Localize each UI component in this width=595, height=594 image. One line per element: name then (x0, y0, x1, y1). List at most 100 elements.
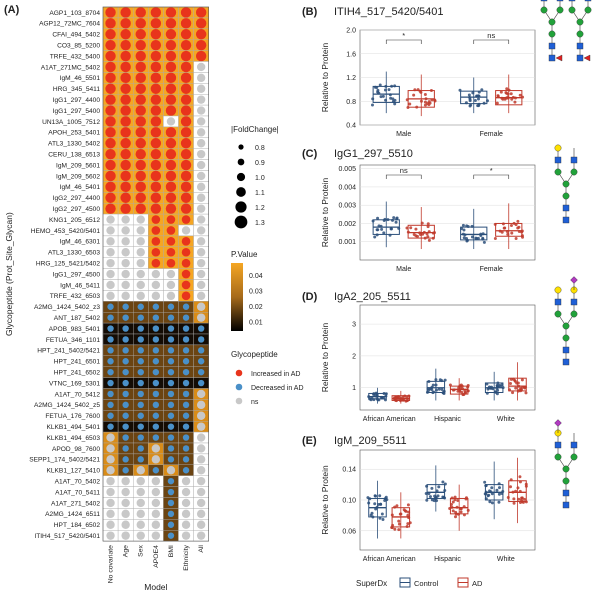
row-label: A1AT_70_5402 (55, 479, 101, 486)
mannose-circle (554, 453, 562, 461)
heatmap-point (150, 61, 162, 73)
heatmap-point (196, 226, 206, 235)
data-point (393, 527, 397, 531)
legend-size-label: 1.2 (255, 205, 265, 212)
heatmap-point (151, 291, 161, 301)
row-label: CFAI_494_5402 (52, 32, 100, 39)
data-point (434, 383, 438, 387)
heatmap-point (167, 532, 175, 539)
data-point (509, 223, 513, 227)
heatmap-point (150, 159, 162, 171)
heatmap-point (122, 336, 129, 343)
data-point (506, 92, 510, 96)
data-point (470, 235, 474, 239)
heatmap-point (107, 303, 114, 310)
heatmap-point (165, 39, 177, 51)
heatmap-point (167, 336, 175, 343)
x-tick-label: Hispanic (434, 416, 461, 423)
column-label: Ethnicity (183, 544, 190, 570)
heatmap-point (196, 73, 206, 83)
row-label: IgM_209_5602 (56, 173, 100, 180)
heatmap-point (106, 498, 115, 508)
mannose-circle (584, 6, 592, 14)
heatmap-point (107, 314, 114, 321)
row-label: HPT_241_6501 (54, 359, 101, 366)
heatmap-point (136, 226, 145, 235)
data-point (378, 516, 382, 520)
data-point (419, 90, 423, 94)
data-point (496, 94, 500, 98)
y-tick-label: 1.2 (346, 75, 356, 82)
heatmap-point (122, 347, 129, 354)
y-axis-title: Glycopeptide (Prot_Site_Glycan) (4, 212, 14, 336)
row-label: AGP12_72MC_7604 (39, 21, 100, 28)
heatmap-point (196, 95, 206, 104)
heatmap-point (182, 303, 190, 310)
heatmap-point (135, 116, 146, 127)
row-label: IgM_46_5411 (60, 282, 100, 289)
heatmap-point (165, 50, 177, 62)
heatmap-point (167, 390, 175, 398)
heatmap-point (135, 29, 146, 40)
data-point (419, 99, 423, 103)
y-tick-label: 2.0 (346, 28, 356, 35)
heatmap-point (196, 520, 206, 529)
heatmap-point (137, 314, 144, 321)
data-point (468, 99, 472, 103)
heatmap-point (106, 455, 115, 464)
data-point (504, 91, 508, 95)
data-point (495, 384, 499, 388)
heatmap-point (150, 29, 162, 40)
mannose-circle (562, 477, 570, 485)
heatmap-point (107, 358, 114, 365)
heatmap-point (107, 368, 114, 376)
row-label: HPT_241_6502 (54, 370, 101, 377)
legend-glyco-label: ns (251, 399, 259, 406)
heatmap-point (152, 423, 160, 430)
heatmap-point (135, 138, 146, 149)
heatmap-point (151, 487, 161, 497)
heatmap-point (167, 368, 175, 376)
heatmap-point (105, 181, 116, 193)
heatmap-point (196, 487, 206, 497)
heatmap-point (150, 72, 162, 84)
heatmap-point (136, 520, 145, 529)
heatmap-point (152, 314, 160, 321)
legend-title-glycopeptide: Glycopeptide (231, 350, 278, 359)
heatmap-point (120, 29, 131, 40)
sialic-acid-diamond (554, 419, 562, 427)
box (426, 484, 446, 499)
y-tick-label: 0.10 (342, 498, 356, 505)
data-point (488, 500, 492, 504)
data-point (520, 496, 524, 500)
heatmap-point (150, 127, 162, 138)
heatmap-point (122, 390, 129, 398)
row-label: UN13A_1005_7512 (42, 119, 100, 126)
x-tick-label: Male (396, 266, 411, 273)
legend-size-dot (236, 187, 246, 197)
heatmap-point (196, 171, 206, 181)
data-point (431, 383, 435, 387)
heatmap-point (107, 412, 114, 419)
data-point (453, 515, 457, 519)
x-tick-label: Male (396, 131, 411, 138)
data-point (456, 499, 460, 503)
data-point (443, 378, 447, 382)
legend-size-label: 1.1 (255, 190, 265, 197)
heatmap-point (196, 160, 206, 170)
data-point (381, 94, 385, 98)
glcnac-square (556, 0, 564, 2)
heatmap-point (135, 170, 146, 182)
heatmap-point (167, 456, 175, 463)
heatmap-point (196, 389, 206, 399)
heatmap-point (165, 105, 177, 116)
heatmap-point (167, 477, 175, 485)
data-point (406, 503, 410, 507)
heatmap-point (105, 39, 116, 51)
heatmap-point (181, 247, 191, 257)
data-point (514, 386, 518, 390)
heatmap-point (165, 72, 177, 84)
heatmap-point (137, 325, 144, 332)
data-point (426, 235, 430, 239)
data-point (437, 485, 441, 489)
